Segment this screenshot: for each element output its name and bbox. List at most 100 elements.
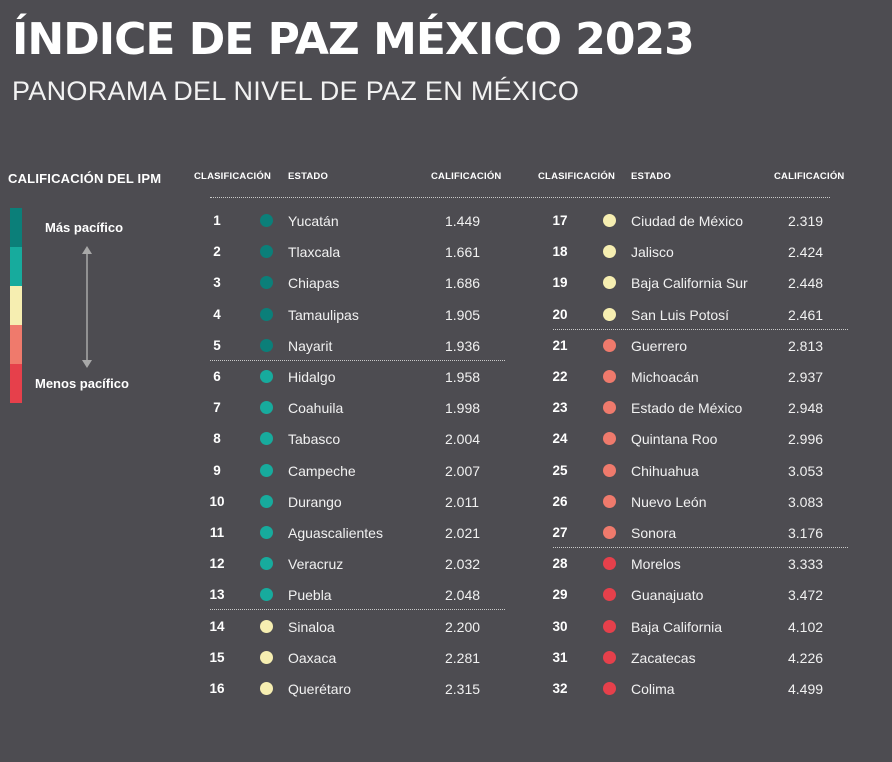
table-row: 20 San Luis Potosí 2.461: [540, 300, 840, 331]
score-cell: 1.998: [445, 400, 481, 417]
legend-swatch-4: [10, 325, 22, 364]
state-cell: Puebla: [288, 587, 332, 604]
status-dot: [260, 245, 273, 259]
rank-cell: 9: [213, 462, 221, 478]
table-row: 25 Chihuahua 3.053: [540, 456, 840, 487]
rank-cell: 19: [552, 275, 568, 291]
rank-cell: 15: [209, 649, 225, 665]
status-dot: [603, 432, 616, 446]
status-dot: [260, 494, 273, 508]
state-cell: Ciudad de México: [631, 213, 744, 229]
state-cell: Sinaloa: [288, 618, 335, 635]
state-cell: Jalisco: [631, 244, 674, 261]
legend-swatch-3: [10, 286, 22, 325]
score-cell: 2.011: [445, 493, 479, 510]
rank-cell: 6: [213, 369, 221, 384]
rank-cell: 27: [552, 525, 568, 540]
score-cell: 2.032: [445, 556, 481, 573]
status-dot: [260, 650, 273, 664]
page-subtitle: PANORAMA DEL NIVEL DE PAZ EN MÉXICO: [12, 76, 580, 106]
state-cell: Sonora: [631, 525, 677, 541]
table-row: 6 Hidalgo 1.958: [197, 362, 497, 393]
table-row: 9 Campeche 2.007: [197, 456, 497, 487]
score-cell: 2.937: [788, 369, 824, 385]
rank-cell: 2: [213, 244, 221, 260]
table-row: 4 Tamaulipas 1.905: [197, 300, 497, 331]
rank-cell: 22: [552, 369, 568, 384]
score-cell: 1.905: [445, 306, 481, 323]
state-cell: Baja California: [631, 618, 723, 635]
state-cell: Oaxaca: [288, 649, 337, 666]
rank-cell: 24: [552, 431, 568, 447]
state-cell: Estado de México: [631, 400, 743, 417]
rank-cell: 30: [552, 618, 568, 634]
score-cell: 2.319: [788, 213, 824, 229]
status-dot: [260, 401, 273, 415]
rank-cell: 8: [213, 431, 221, 447]
table-row: 32 Colima 4.499: [540, 674, 840, 705]
status-dot: [260, 619, 273, 633]
table-row: 15 Oaxaca 2.281: [197, 643, 497, 674]
state-cell: Coahuila: [288, 400, 344, 417]
table-row: 1 Yucatán 1.449: [197, 206, 497, 237]
header-rank-right: CLASIFICACIÓN: [538, 171, 616, 182]
status-dot: [260, 370, 273, 383]
state-cell: Zacatecas: [631, 649, 696, 666]
table-row: 28 Morelos 3.333: [540, 549, 840, 580]
status-dot: [603, 619, 616, 633]
table-row: 12 Veracruz 2.032: [197, 549, 497, 580]
table-row: 31 Zacatecas 4.226: [540, 643, 840, 674]
score-cell: 4.499: [788, 681, 824, 697]
score-cell: 2.424: [788, 244, 824, 261]
rank-cell: 20: [552, 306, 568, 322]
double-arrow-icon: [82, 246, 92, 368]
group-divider-right-1: [553, 329, 848, 330]
status-dot: [260, 463, 273, 477]
score-cell: 2.996: [788, 431, 824, 448]
legend-swatch-5: [10, 364, 22, 403]
status-dot: [260, 682, 273, 695]
status-dot: [603, 557, 616, 571]
state-cell: Baja California Sur: [631, 275, 748, 292]
rank-cell: 11: [209, 525, 225, 540]
rank-cell: 7: [213, 400, 221, 416]
state-cell: Chihuahua: [631, 462, 699, 479]
table-row: 2 Tlaxcala 1.661: [197, 237, 497, 268]
score-cell: 3.472: [788, 587, 824, 604]
score-cell: 2.448: [788, 275, 824, 292]
table-row: 22 Michoacán 2.937: [540, 362, 840, 393]
status-dot: [603, 682, 616, 695]
table-row: 24 Quintana Roo 2.996: [540, 424, 840, 455]
table-row: 16 Querétaro 2.315: [197, 674, 497, 705]
table-row: 19 Baja California Sur 2.448: [540, 268, 840, 299]
rank-cell: 29: [552, 587, 568, 603]
rank-cell: 12: [209, 556, 225, 572]
state-cell: Chiapas: [288, 275, 340, 292]
table-row: 30 Baja California 4.102: [540, 612, 840, 643]
header-state-right: ESTADO: [631, 171, 672, 182]
state-cell: Campeche: [288, 462, 356, 479]
state-cell: Guanajuato: [631, 587, 704, 604]
state-cell: Nuevo León: [631, 493, 707, 510]
rank-cell: 1: [213, 213, 221, 228]
state-cell: Guerrero: [631, 337, 688, 354]
score-cell: 2.813: [788, 337, 824, 354]
status-dot: [260, 276, 273, 290]
state-cell: Aguascalientes: [288, 525, 383, 541]
score-cell: 2.315: [445, 681, 481, 697]
status-dot: [603, 494, 616, 508]
status-dot: [603, 307, 616, 321]
group-divider-right-2: [553, 547, 848, 548]
score-cell: 3.053: [788, 462, 824, 479]
table-row: 21 Guerrero 2.813: [540, 331, 840, 362]
status-dot: [260, 526, 273, 539]
legend-bottom-label: Menos pacífico: [35, 376, 129, 391]
score-cell: 3.083: [788, 493, 824, 510]
header-rank-left: CLASIFICACIÓN: [194, 171, 272, 182]
legend-swatch-2: [10, 247, 22, 286]
status-dot: [260, 307, 273, 321]
state-cell: Tlaxcala: [288, 244, 341, 261]
legend-top-label: Más pacífico: [45, 220, 124, 235]
score-cell: 2.461: [788, 306, 824, 323]
table-row: 3 Chiapas 1.686: [197, 268, 497, 299]
